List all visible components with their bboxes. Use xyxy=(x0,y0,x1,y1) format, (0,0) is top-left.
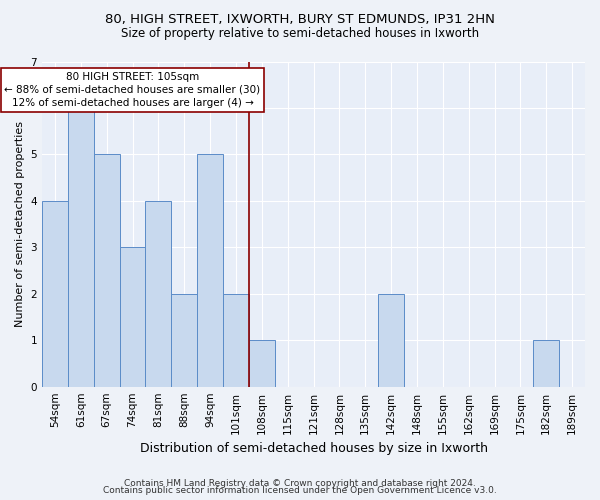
Bar xyxy=(94,154,119,386)
Bar xyxy=(197,154,223,386)
Y-axis label: Number of semi-detached properties: Number of semi-detached properties xyxy=(15,121,25,327)
Bar xyxy=(145,201,172,386)
Bar xyxy=(68,108,94,386)
Bar xyxy=(249,340,275,386)
Bar xyxy=(378,294,404,386)
Bar xyxy=(119,248,145,386)
Text: 80, HIGH STREET, IXWORTH, BURY ST EDMUNDS, IP31 2HN: 80, HIGH STREET, IXWORTH, BURY ST EDMUND… xyxy=(105,12,495,26)
Text: Size of property relative to semi-detached houses in Ixworth: Size of property relative to semi-detach… xyxy=(121,28,479,40)
X-axis label: Distribution of semi-detached houses by size in Ixworth: Distribution of semi-detached houses by … xyxy=(140,442,488,455)
Bar xyxy=(42,201,68,386)
Bar xyxy=(533,340,559,386)
Text: Contains public sector information licensed under the Open Government Licence v3: Contains public sector information licen… xyxy=(103,486,497,495)
Bar xyxy=(172,294,197,386)
Text: Contains HM Land Registry data © Crown copyright and database right 2024.: Contains HM Land Registry data © Crown c… xyxy=(124,478,476,488)
Text: 80 HIGH STREET: 105sqm
← 88% of semi-detached houses are smaller (30)
12% of sem: 80 HIGH STREET: 105sqm ← 88% of semi-det… xyxy=(4,72,260,108)
Bar xyxy=(223,294,249,386)
